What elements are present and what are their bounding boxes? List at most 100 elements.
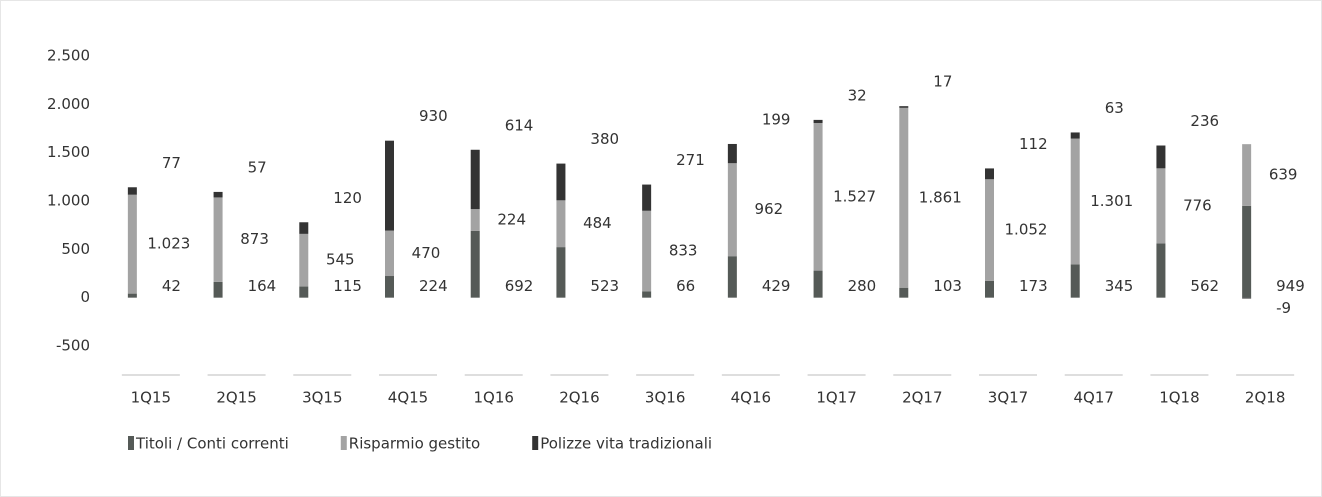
- legend-label: Risparmio gestito: [349, 435, 480, 453]
- x-tick-label: 1Q15: [131, 389, 171, 407]
- bar-segment: [727, 256, 737, 298]
- bar-segment: [213, 191, 223, 198]
- bar-segment: [127, 194, 137, 294]
- x-tick-label: 3Q16: [645, 389, 685, 407]
- bar-segment: [385, 140, 394, 231]
- data-label: 1.527: [833, 187, 876, 205]
- data-label: 562: [1190, 277, 1219, 295]
- x-tick-label: 2Q18: [1245, 389, 1285, 407]
- x-tick-label: 2Q16: [559, 389, 599, 407]
- x-tick-label: 3Q15: [302, 389, 342, 407]
- bar-segment: [470, 230, 480, 298]
- x-tick-label: 1Q17: [816, 389, 856, 407]
- x-tick-label: 4Q17: [1073, 389, 1113, 407]
- bar-segment: [470, 149, 480, 210]
- data-label: 103: [933, 277, 962, 295]
- bar-segment: [385, 276, 394, 298]
- bar-segment: [642, 291, 652, 298]
- bar-segment: [127, 187, 137, 195]
- x-tick-label: 1Q18: [1159, 389, 1199, 407]
- bar-segment: [556, 247, 566, 298]
- data-label: 115: [333, 277, 362, 295]
- bar-segment: [299, 286, 309, 298]
- data-label: 639: [1269, 166, 1298, 184]
- data-label: 120: [333, 189, 362, 207]
- data-label: 236: [1190, 112, 1219, 130]
- data-label: 1.861: [919, 188, 962, 206]
- bar-segment: [1156, 145, 1166, 169]
- bar-segment: [213, 197, 223, 282]
- x-tick-label: 3Q17: [988, 389, 1028, 407]
- data-label: 614: [505, 116, 534, 134]
- y-tick-label: 1.500: [47, 143, 90, 161]
- data-label: 1.301: [1090, 192, 1133, 210]
- data-label: 17: [933, 73, 952, 91]
- legend-swatch: [340, 436, 347, 450]
- bar-segment: [1070, 132, 1080, 139]
- bar-segment: [813, 122, 823, 271]
- data-label: 873: [240, 230, 269, 248]
- y-tick-label: 0: [80, 288, 90, 306]
- data-label: 112: [1019, 135, 1048, 153]
- bar-segment: [899, 287, 909, 298]
- bar-segment: [1070, 264, 1080, 298]
- data-label: 77: [162, 154, 181, 172]
- data-label: 692: [505, 277, 534, 295]
- legend-label: Polizze vita tradizionali: [540, 435, 712, 453]
- bar-segment: [899, 106, 909, 108]
- data-label: 199: [762, 110, 791, 128]
- bar-segment: [985, 179, 994, 281]
- y-tick-label: 2.500: [47, 47, 90, 65]
- bar-segment: [985, 168, 994, 180]
- data-label: 470: [412, 244, 441, 262]
- x-tick-label: 4Q16: [731, 389, 771, 407]
- data-label: 224: [419, 277, 448, 295]
- bar-segment: [556, 163, 566, 201]
- data-label: 66: [676, 277, 695, 295]
- data-label: 1.023: [147, 235, 190, 253]
- y-tick-label: -500: [56, 337, 90, 355]
- bar-segment: [813, 270, 823, 298]
- bar-segment: [1156, 243, 1166, 298]
- data-label: 484: [583, 214, 612, 232]
- data-label: 57: [248, 158, 267, 176]
- x-tick-label: 4Q15: [388, 389, 428, 407]
- data-label: 833: [669, 242, 698, 260]
- data-label: 1.052: [1005, 221, 1048, 239]
- data-label: 173: [1019, 277, 1048, 295]
- data-label: 429: [762, 277, 791, 295]
- data-label: 776: [1183, 196, 1212, 214]
- data-label: 280: [848, 277, 877, 295]
- data-label: 224: [497, 210, 526, 228]
- legend-swatch: [532, 436, 539, 450]
- bar-segment: [1242, 144, 1252, 206]
- x-tick-label: 2Q15: [216, 389, 256, 407]
- bar-segment: [642, 184, 652, 211]
- bar-segment: [385, 230, 394, 277]
- data-label: -9: [1276, 299, 1291, 317]
- data-label: 164: [248, 277, 277, 295]
- data-label: 380: [590, 130, 619, 148]
- data-label: 32: [848, 86, 867, 104]
- bar-segment: [1242, 205, 1252, 298]
- y-tick-label: 2.000: [47, 95, 90, 113]
- bar-segment: [985, 280, 994, 298]
- bar-segment: [642, 210, 652, 292]
- legend-swatch: [128, 436, 134, 450]
- bar-segment: [1156, 168, 1166, 244]
- x-tick-label: 2Q17: [902, 389, 942, 407]
- legend-label: Titoli / Conti correnti: [135, 435, 289, 453]
- bar-segment: [727, 163, 737, 257]
- bar-segment: [899, 107, 909, 288]
- data-label: 42: [162, 277, 181, 295]
- data-label: 949: [1276, 277, 1305, 295]
- bar-segment: [213, 281, 223, 298]
- bar-segment: [470, 209, 480, 231]
- data-label: 545: [326, 251, 355, 269]
- data-label: 271: [676, 151, 705, 169]
- y-tick-label: 500: [61, 240, 90, 258]
- data-label: 63: [1105, 99, 1124, 117]
- bar-segment: [299, 233, 309, 287]
